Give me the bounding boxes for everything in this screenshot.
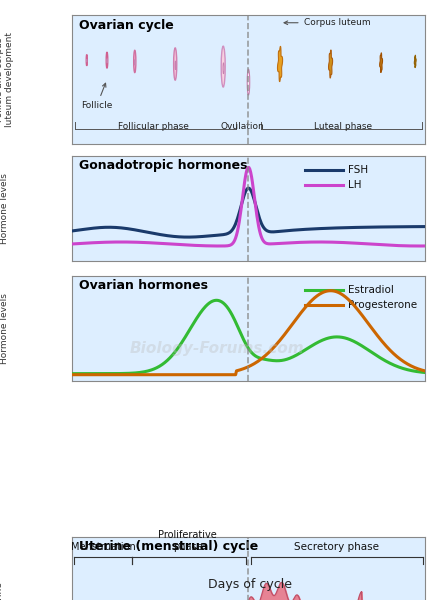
Text: Estradiol: Estradiol	[348, 284, 394, 295]
Text: Ovulation: Ovulation	[220, 122, 264, 131]
Text: Menstruation: Menstruation	[71, 542, 135, 551]
Text: LH: LH	[348, 181, 362, 190]
Text: Ovarian hormones: Ovarian hormones	[79, 279, 208, 292]
Text: Hormone levels: Hormone levels	[0, 293, 9, 364]
Polygon shape	[380, 53, 382, 73]
Polygon shape	[329, 50, 332, 78]
Text: Follicle and corpus
luteum development: Follicle and corpus luteum development	[0, 32, 14, 127]
Text: Biology-Forums.com: Biology-Forums.com	[130, 340, 304, 355]
Text: Secretory phase: Secretory phase	[294, 542, 379, 551]
Text: Corpus luteum: Corpus luteum	[284, 18, 370, 27]
Text: Thickness of uterine
endometrium: Thickness of uterine endometrium	[0, 583, 14, 600]
Text: Progesterone: Progesterone	[348, 301, 418, 310]
Circle shape	[134, 50, 136, 73]
Circle shape	[175, 61, 176, 70]
Text: FSH: FSH	[348, 164, 368, 175]
Text: Ovarian cycle: Ovarian cycle	[79, 19, 174, 32]
Circle shape	[247, 69, 250, 95]
Text: Gonadotropic hormones: Gonadotropic hormones	[79, 159, 247, 172]
Circle shape	[223, 63, 224, 74]
Circle shape	[86, 55, 87, 66]
Circle shape	[174, 48, 177, 80]
Text: Proliferative
phase: Proliferative phase	[158, 530, 217, 551]
Text: Days of cycle: Days of cycle	[207, 578, 292, 591]
Polygon shape	[414, 55, 416, 68]
Text: Luteal phase: Luteal phase	[314, 122, 372, 131]
Text: Uterine (menstrual) cycle: Uterine (menstrual) cycle	[79, 540, 258, 553]
Polygon shape	[277, 46, 283, 82]
Text: Hormone levels: Hormone levels	[0, 173, 9, 244]
Text: Follicle: Follicle	[81, 83, 112, 110]
Text: Follicular phase: Follicular phase	[118, 122, 189, 131]
Circle shape	[221, 46, 225, 87]
Circle shape	[106, 52, 108, 68]
